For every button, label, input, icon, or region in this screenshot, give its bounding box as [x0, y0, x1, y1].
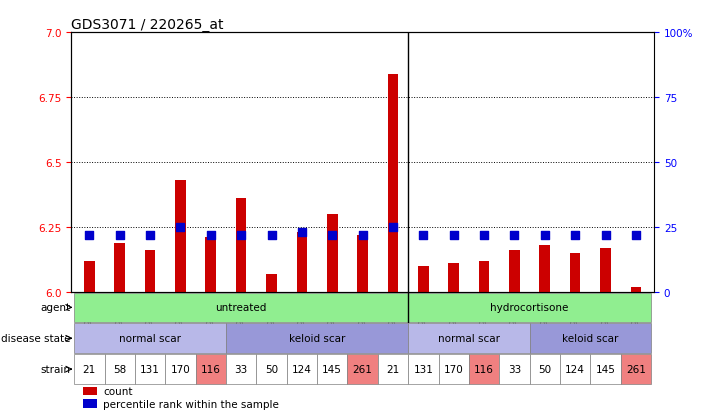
Bar [236, 199, 247, 292]
Bar [631, 287, 641, 292]
Point [509, 232, 520, 239]
Bar [74, 293, 408, 323]
Bar [600, 248, 611, 292]
Bar [408, 354, 439, 384]
Bar [408, 293, 651, 323]
Text: count: count [103, 387, 133, 396]
Bar [145, 251, 156, 292]
Text: untreated: untreated [215, 303, 267, 313]
Bar [358, 235, 368, 292]
Bar [560, 354, 590, 384]
Bar [621, 354, 651, 384]
Text: GDS3071 / 220265_at: GDS3071 / 220265_at [71, 18, 223, 32]
Bar [74, 324, 226, 353]
Text: 124: 124 [292, 364, 312, 374]
Text: 33: 33 [235, 364, 247, 374]
Text: hydrocortisone: hydrocortisone [491, 303, 569, 313]
Bar [296, 233, 307, 292]
Text: 170: 170 [444, 364, 464, 374]
Bar [287, 354, 317, 384]
Bar [408, 324, 530, 353]
Bar [449, 264, 459, 292]
Point [417, 232, 429, 239]
Bar [530, 354, 560, 384]
Text: 131: 131 [413, 364, 433, 374]
Text: 131: 131 [140, 364, 160, 374]
Text: 21: 21 [82, 364, 96, 374]
Text: 124: 124 [565, 364, 585, 374]
Text: 145: 145 [596, 364, 616, 374]
Bar [105, 354, 135, 384]
Bar [387, 74, 398, 292]
Point [296, 229, 308, 236]
Bar [82, 387, 97, 396]
Bar [570, 253, 580, 292]
Bar [317, 354, 348, 384]
Bar [205, 238, 216, 292]
Text: strain: strain [41, 364, 70, 374]
Bar [540, 246, 550, 292]
Bar [257, 354, 287, 384]
Point [600, 232, 611, 239]
Bar [499, 354, 530, 384]
Bar [226, 354, 257, 384]
Bar [378, 354, 408, 384]
Text: keloid scar: keloid scar [289, 333, 346, 343]
Point [144, 232, 156, 239]
Point [448, 232, 459, 239]
Text: 50: 50 [538, 364, 551, 374]
Text: 261: 261 [353, 364, 373, 374]
Text: normal scar: normal scar [438, 333, 500, 343]
Bar [348, 354, 378, 384]
Text: 116: 116 [201, 364, 220, 374]
Point [387, 224, 399, 231]
Text: 145: 145 [322, 364, 342, 374]
Bar [165, 354, 196, 384]
Point [357, 232, 368, 239]
Bar [114, 243, 125, 292]
Text: disease state: disease state [1, 333, 70, 343]
Bar [175, 181, 186, 292]
Point [84, 232, 95, 239]
Bar [479, 261, 489, 292]
Bar [266, 274, 277, 292]
Point [175, 224, 186, 231]
Text: 21: 21 [386, 364, 400, 374]
Point [266, 232, 277, 239]
Text: keloid scar: keloid scar [562, 333, 619, 343]
Point [235, 232, 247, 239]
Point [114, 232, 125, 239]
Bar [74, 354, 105, 384]
Point [479, 232, 490, 239]
Bar [226, 324, 408, 353]
Bar [590, 354, 621, 384]
Bar [509, 251, 520, 292]
Text: normal scar: normal scar [119, 333, 181, 343]
Point [326, 232, 338, 239]
Bar [327, 214, 338, 292]
Point [630, 232, 641, 239]
Text: 116: 116 [474, 364, 494, 374]
Bar [469, 354, 499, 384]
Bar [530, 324, 651, 353]
Text: percentile rank within the sample: percentile rank within the sample [103, 399, 279, 408]
Point [539, 232, 550, 239]
Text: agent: agent [40, 303, 70, 313]
Point [570, 232, 581, 239]
Text: 58: 58 [113, 364, 127, 374]
Point [205, 232, 216, 239]
Bar [82, 399, 97, 408]
Text: 261: 261 [626, 364, 646, 374]
Bar [84, 261, 95, 292]
Text: 33: 33 [508, 364, 521, 374]
Bar [135, 354, 165, 384]
Text: 50: 50 [265, 364, 278, 374]
Text: 170: 170 [171, 364, 191, 374]
Bar [418, 266, 429, 292]
Bar [439, 354, 469, 384]
Bar [196, 354, 226, 384]
